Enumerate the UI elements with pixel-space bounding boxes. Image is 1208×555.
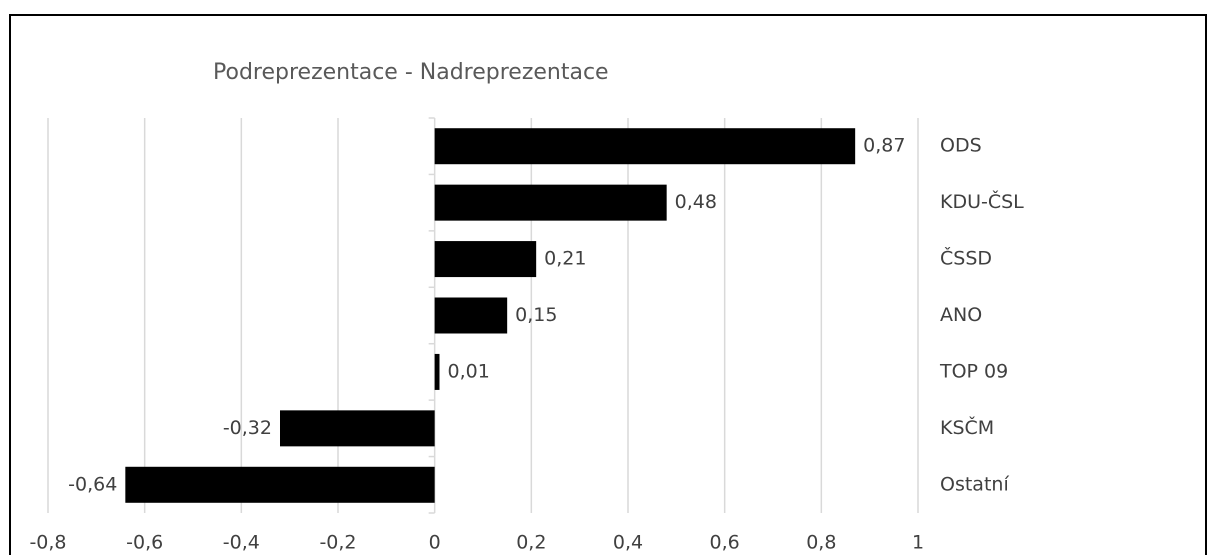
chart-title: Podreprezentace - Nadreprezentace <box>213 60 609 85</box>
bar <box>434 297 508 334</box>
data-label: 0,48 <box>675 191 717 213</box>
x-tick-label: -0,6 <box>126 532 163 554</box>
bar <box>280 410 435 447</box>
data-label: -0,64 <box>68 473 117 495</box>
x-tick-label: 0,8 <box>806 532 836 554</box>
x-tick-label: -0,2 <box>319 532 356 554</box>
x-tick-label: 0,4 <box>613 532 643 554</box>
data-label: 0,15 <box>515 304 557 326</box>
x-tick-label: 0 <box>429 532 441 554</box>
bar <box>434 128 856 165</box>
category-label: ANO <box>940 304 982 326</box>
category-label: TOP 09 <box>939 360 1008 382</box>
frame <box>9 14 1207 555</box>
bar <box>434 353 440 390</box>
x-tick-label: 0,2 <box>516 532 546 554</box>
category-label: ČSSD <box>940 246 992 270</box>
bar <box>434 184 667 221</box>
category-label: KDU-ČSL <box>940 189 1024 213</box>
x-tick-label: -0,8 <box>29 532 66 554</box>
category-label: KSČM <box>940 415 994 439</box>
x-tick-label: -0,4 <box>223 532 260 554</box>
data-label: 0,01 <box>448 360 490 382</box>
data-label: 0,87 <box>863 135 905 157</box>
category-label: ODS <box>940 135 982 157</box>
x-tick-label: 0,6 <box>710 532 740 554</box>
data-label: -0,32 <box>223 417 272 439</box>
category-label: Ostatní <box>940 473 1009 495</box>
x-tick-label: 1 <box>912 532 924 554</box>
bar <box>125 466 435 503</box>
data-label: 0,21 <box>544 248 586 270</box>
bar <box>434 241 537 278</box>
